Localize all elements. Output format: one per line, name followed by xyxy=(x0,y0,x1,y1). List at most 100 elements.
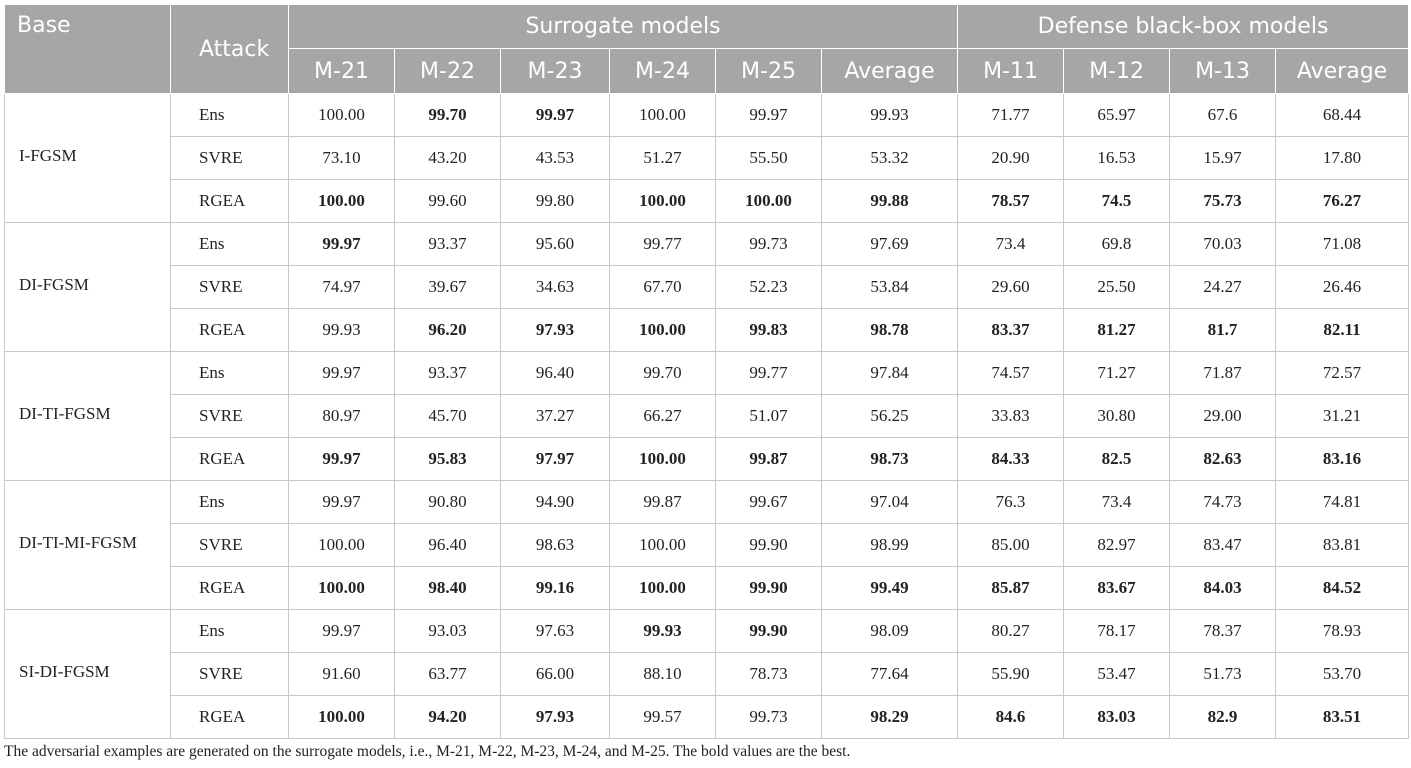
value-cell: 99.97 xyxy=(288,437,395,481)
attack-cell: RGEA xyxy=(170,308,289,352)
value-cell: 67.6 xyxy=(1169,93,1277,137)
value-cell: 71.77 xyxy=(957,93,1065,137)
value-cell: 74.73 xyxy=(1169,480,1277,524)
value-cell: 99.90 xyxy=(715,609,822,653)
value-cell: 81.7 xyxy=(1169,308,1277,352)
value-cell: 99.97 xyxy=(500,93,610,137)
table-body: Ens 100.00 99.70 99.97 100.00 99.97 99.93 71.77… xyxy=(4,93,1410,739)
base-method-label: DI-TI-FGSM xyxy=(19,404,111,423)
value-cell: 56.25 xyxy=(820,394,959,438)
value-cell: 66.00 xyxy=(500,652,610,696)
value-cell: 100.00 xyxy=(288,179,395,223)
base-method-cell xyxy=(4,566,171,610)
base-method-label: I-FGSM xyxy=(19,146,77,165)
value-cell: 53.47 xyxy=(1063,652,1171,696)
value-cell: 88.10 xyxy=(609,652,716,696)
value-cell: 77.64 xyxy=(820,652,959,696)
value-cell: 98.99 xyxy=(820,523,959,567)
col-header-m13: M-13 xyxy=(1169,48,1277,94)
base-method-cell xyxy=(4,222,171,266)
value-cell: 99.90 xyxy=(715,566,822,610)
value-cell: 100.00 xyxy=(609,566,716,610)
base-method-cell: DI-FGSM xyxy=(4,265,171,309)
table-row: RGEA 100.00 98.40 99.16 100.00 99.90 99.49 85.8… xyxy=(4,566,1410,610)
table-row: Ens 100.00 99.70 99.97 100.00 99.97 99.93 71.77… xyxy=(4,93,1410,137)
value-cell: 98.29 xyxy=(820,695,959,739)
value-cell: 71.27 xyxy=(1063,351,1171,395)
table-row: RGEA 99.93 96.20 97.93 100.00 99.83 98.78 83.37… xyxy=(4,308,1410,352)
value-cell: 100.00 xyxy=(715,179,822,223)
col-header-m23: M-23 xyxy=(500,48,610,94)
value-cell: 99.97 xyxy=(288,480,395,524)
value-cell: 83.47 xyxy=(1169,523,1277,567)
value-cell: 100.00 xyxy=(609,523,716,567)
value-cell: 93.03 xyxy=(394,609,501,653)
value-cell: 99.77 xyxy=(609,222,716,266)
value-cell: 78.73 xyxy=(715,652,822,696)
value-cell: 91.60 xyxy=(288,652,395,696)
value-cell: 100.00 xyxy=(288,695,395,739)
value-cell: 97.84 xyxy=(820,351,959,395)
value-cell: 100.00 xyxy=(609,308,716,352)
value-cell: 96.40 xyxy=(500,351,610,395)
value-cell: 98.40 xyxy=(394,566,501,610)
attack-cell: RGEA xyxy=(170,437,289,481)
value-cell: 99.87 xyxy=(715,437,822,481)
value-cell: 97.63 xyxy=(500,609,610,653)
value-cell: 67.70 xyxy=(609,265,716,309)
col-header-m24: M-24 xyxy=(609,48,716,94)
base-method-cell xyxy=(4,351,171,395)
value-cell: 100.00 xyxy=(288,566,395,610)
base-method-cell xyxy=(4,480,171,524)
value-cell: 43.20 xyxy=(394,136,501,180)
value-cell: 95.60 xyxy=(500,222,610,266)
base-method-label: DI-TI-MI-FGSM xyxy=(19,533,138,552)
value-cell: 99.73 xyxy=(715,222,822,266)
surrogate-group-header: Surrogate models xyxy=(287,4,959,49)
value-cell: 99.16 xyxy=(500,566,610,610)
value-cell: 68.44 xyxy=(1275,93,1410,137)
table-row: Ens 99.97 93.37 96.40 99.70 99.77 97.84 74.57 71… xyxy=(4,351,1410,395)
value-cell: 99.57 xyxy=(609,695,716,739)
value-cell: 97.04 xyxy=(820,480,959,524)
value-cell: 85.87 xyxy=(957,566,1065,610)
attack-cell: SVRE xyxy=(170,265,289,309)
value-cell: 83.16 xyxy=(1275,437,1410,481)
table-row: RGEA 100.00 94.20 97.93 99.57 99.73 98.29 84.6 8… xyxy=(4,695,1410,739)
value-cell: 83.67 xyxy=(1063,566,1171,610)
base-method-cell xyxy=(4,308,171,352)
value-cell: 17.80 xyxy=(1275,136,1410,180)
value-cell: 98.78 xyxy=(820,308,959,352)
value-cell: 96.20 xyxy=(394,308,501,352)
value-cell: 97.69 xyxy=(820,222,959,266)
value-cell: 30.80 xyxy=(1063,394,1171,438)
value-cell: 97.93 xyxy=(500,308,610,352)
value-cell: 66.27 xyxy=(609,394,716,438)
value-cell: 85.00 xyxy=(957,523,1065,567)
value-cell: 94.20 xyxy=(394,695,501,739)
attack-cell: SVRE xyxy=(170,652,289,696)
attack-cell: Ens xyxy=(170,609,289,653)
value-cell: 55.50 xyxy=(715,136,822,180)
value-cell: 70.03 xyxy=(1169,222,1277,266)
table-row: I-FGSM SVRE 73.10 43.20 43.53 51.27 55.50 53.32… xyxy=(4,136,1410,180)
value-cell: 74.5 xyxy=(1063,179,1171,223)
value-cell: 99.70 xyxy=(394,93,501,137)
value-cell: 93.37 xyxy=(394,351,501,395)
value-cell: 82.5 xyxy=(1063,437,1171,481)
base-method-cell xyxy=(4,609,171,653)
value-cell: 33.83 xyxy=(957,394,1065,438)
value-cell: 97.93 xyxy=(500,695,610,739)
value-cell: 98.09 xyxy=(820,609,959,653)
base-method-cell xyxy=(4,179,171,223)
base-column-header: Base xyxy=(4,4,171,94)
value-cell: 99.93 xyxy=(609,609,716,653)
col-header-surrogate-average: Average xyxy=(820,48,959,94)
base-method-cell xyxy=(4,695,171,739)
table-row: Ens 99.97 93.37 95.60 99.77 99.73 97.69 73.4 69.… xyxy=(4,222,1410,266)
value-cell: 55.90 xyxy=(957,652,1065,696)
value-cell: 37.27 xyxy=(500,394,610,438)
value-cell: 16.53 xyxy=(1063,136,1171,180)
value-cell: 73.10 xyxy=(288,136,395,180)
value-cell: 100.00 xyxy=(609,93,716,137)
